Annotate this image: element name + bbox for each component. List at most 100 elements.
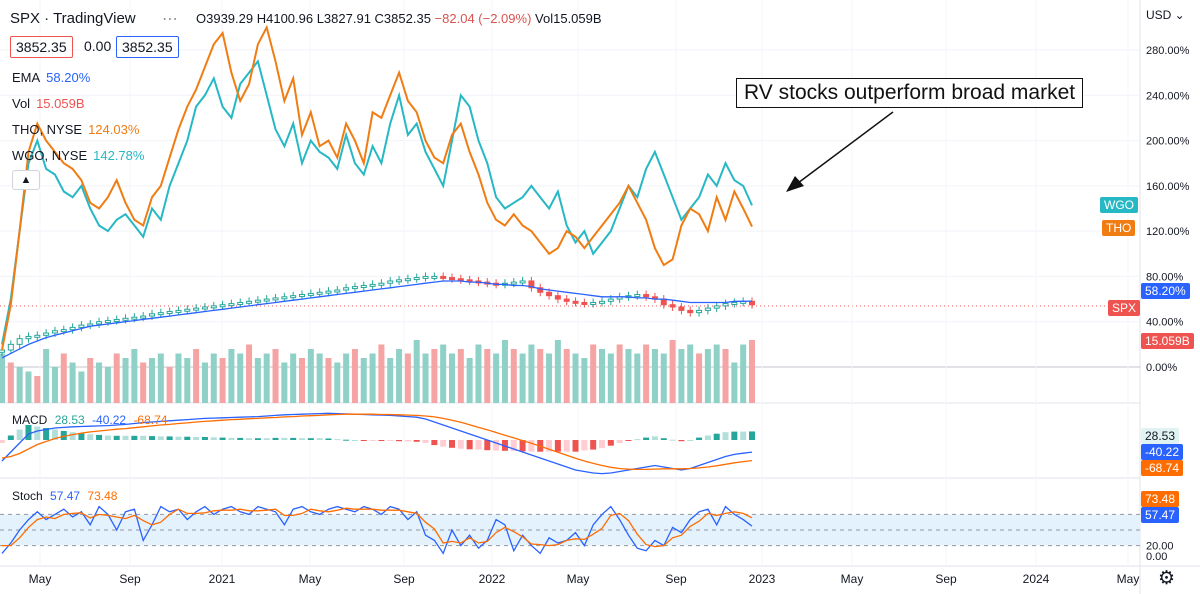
candle-body bbox=[113, 318, 120, 322]
candle-body bbox=[149, 313, 155, 317]
y-tick-label: 120.00% bbox=[1146, 226, 1190, 238]
volume-readout: Vol15.059B bbox=[535, 11, 602, 26]
candle-body bbox=[184, 308, 191, 312]
symbol-title[interactable]: SPX · TradingView bbox=[10, 10, 136, 27]
tag-ema: 58.20% bbox=[1141, 283, 1190, 299]
annotation-arrow bbox=[786, 111, 894, 192]
chevron-up-icon[interactable]: ▲ bbox=[12, 170, 40, 190]
tag-stoch-k: 57.47 bbox=[1141, 507, 1180, 523]
legend-ema[interactable]: EMA 58.20% bbox=[12, 70, 90, 85]
main-price-pane bbox=[0, 24, 755, 359]
volume-bar bbox=[669, 340, 676, 403]
stoch-tick-label: 0.00 bbox=[1146, 551, 1167, 563]
volume-bar bbox=[537, 349, 544, 403]
ask-box[interactable]: 3852.35 bbox=[116, 36, 179, 58]
bid-box[interactable]: 3852.35 bbox=[10, 36, 73, 58]
candle-body bbox=[166, 311, 173, 315]
candle-body bbox=[696, 309, 703, 314]
change-value: −82.04 (−2.09%) bbox=[434, 11, 532, 26]
candle-body bbox=[69, 326, 76, 331]
candle-body bbox=[687, 309, 694, 314]
candle-body bbox=[254, 299, 261, 303]
tag-macd-signal: -68.74 bbox=[1141, 460, 1184, 476]
x-tick-label: Sep bbox=[665, 572, 687, 586]
volume-bar bbox=[740, 344, 747, 403]
legend-ema-label: EMA bbox=[12, 70, 41, 85]
currency-selector[interactable]: USD ⌄ bbox=[1146, 8, 1185, 22]
volume-bar bbox=[501, 340, 508, 403]
volume-bar bbox=[519, 353, 526, 403]
volume-bar bbox=[69, 362, 76, 403]
macd-histogram-bar bbox=[449, 440, 455, 448]
macd-histogram-bar bbox=[404, 440, 411, 442]
volume-bar bbox=[581, 358, 588, 403]
candle-body bbox=[510, 281, 517, 285]
candle-body bbox=[51, 330, 58, 334]
spread-value: 0.00 bbox=[84, 38, 112, 54]
candle-body bbox=[546, 291, 553, 297]
volume-bar bbox=[43, 349, 50, 403]
macd-histogram-bar bbox=[669, 439, 676, 441]
annotation-callout[interactable]: RV stocks outperform broad market bbox=[736, 78, 1084, 108]
candle-body bbox=[7, 343, 14, 351]
macd-histogram-bar bbox=[351, 440, 358, 441]
volume-bar bbox=[201, 362, 208, 403]
legend-tho[interactable]: THO, NYSE 124.03% bbox=[12, 122, 139, 137]
macd-histogram-bar bbox=[387, 440, 394, 441]
volume-bar bbox=[334, 362, 341, 403]
settings-gear-icon[interactable]: ⚙ bbox=[1158, 568, 1176, 589]
macd-histogram-bar bbox=[51, 429, 58, 440]
candle-body bbox=[590, 301, 597, 305]
macd-histogram-bar bbox=[166, 436, 173, 440]
legend-wgo[interactable]: WGO, NYSE 142.78% bbox=[12, 148, 144, 163]
y-tick-label: 40.00% bbox=[1146, 317, 1184, 329]
volume-bar bbox=[254, 358, 261, 403]
candle-body bbox=[378, 282, 385, 286]
macd-histogram-bar bbox=[625, 440, 632, 441]
macd-histogram-bar bbox=[678, 440, 685, 442]
volume-bar bbox=[546, 353, 553, 403]
macd-histogram-bar bbox=[122, 435, 129, 440]
macd-pane bbox=[0, 412, 755, 475]
volume-bar bbox=[34, 376, 41, 403]
macd-histogram-bar bbox=[78, 433, 85, 440]
macd-histogram-bar bbox=[660, 438, 667, 440]
legend-vol[interactable]: Vol 15.059B bbox=[12, 96, 85, 111]
stoch-pane bbox=[0, 505, 1140, 555]
macd-legend[interactable]: MACD 28.53 -40.22 -68.74 bbox=[12, 413, 167, 427]
macd-histogram-bar bbox=[113, 435, 120, 440]
legend-tho-value: 124.03% bbox=[88, 122, 140, 137]
volume-bar bbox=[493, 353, 500, 403]
volume-bar bbox=[634, 353, 641, 403]
candle-body bbox=[581, 301, 588, 305]
tag-vol: 15.059B bbox=[1141, 333, 1194, 349]
candle-body bbox=[246, 300, 253, 304]
candle-body bbox=[175, 309, 182, 313]
volume-bar bbox=[599, 349, 605, 403]
volume-bar bbox=[60, 353, 67, 403]
macd-histogram-bar bbox=[69, 432, 76, 440]
volume-bar bbox=[643, 344, 650, 403]
macd-histogram-bar bbox=[687, 440, 694, 441]
volume-bar bbox=[660, 353, 667, 403]
tag-stoch-d: 73.48 bbox=[1141, 491, 1180, 507]
candle-body bbox=[290, 295, 297, 299]
candle-body bbox=[599, 300, 605, 304]
volume-bar bbox=[316, 353, 323, 403]
candle-body bbox=[325, 290, 332, 294]
macd-histogram-bar bbox=[131, 435, 138, 440]
more-dots-icon[interactable]: ⋯ bbox=[162, 11, 178, 28]
volume-bar bbox=[749, 340, 755, 403]
volume-bar bbox=[678, 349, 685, 403]
x-tick-label: May bbox=[29, 572, 52, 586]
candle-body bbox=[519, 280, 526, 284]
candle-body bbox=[554, 295, 561, 300]
macd-histogram-bar bbox=[263, 438, 270, 440]
volume-bar bbox=[228, 349, 235, 403]
volume-bar bbox=[210, 353, 217, 403]
volume-bar bbox=[528, 344, 535, 403]
macd-histogram-bar bbox=[7, 435, 14, 440]
y-tick-label: 240.00% bbox=[1146, 90, 1190, 102]
stoch-legend[interactable]: Stoch 57.47 73.48 bbox=[12, 489, 117, 503]
